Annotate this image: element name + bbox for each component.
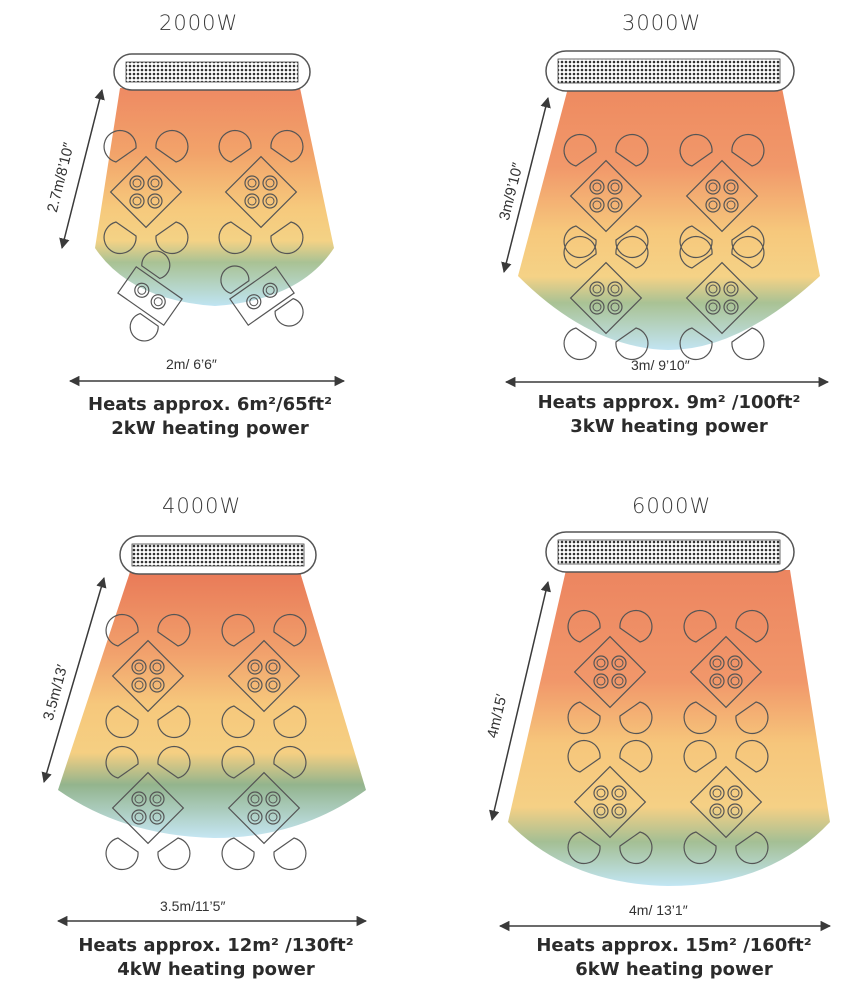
panel-title-2000w: 2000W <box>159 11 239 35</box>
width-label-2000w: 2m/ 6’6″ <box>166 356 217 372</box>
caption-power-2000w: 2kW heating power <box>111 418 309 439</box>
panel-title-3000w: 3000W <box>622 11 702 35</box>
caption-power-6000w: 6kW heating power <box>575 959 773 980</box>
height-arrow-3000w <box>501 96 551 274</box>
heat-zone-3000w <box>518 88 820 350</box>
width-label-6000w: 4m/ 13’1″ <box>629 902 688 918</box>
caption-area-4000w: Heats approx. 12m² /130ft² <box>78 935 354 956</box>
caption-4000w: Heats approx. 12m² /130ft² 4kW heating p… <box>36 934 396 982</box>
panel-3000w <box>501 50 830 388</box>
panel-title-4000w: 4000W <box>162 494 242 518</box>
width-label-4000w: 3.5m/11’5″ <box>160 898 226 914</box>
height-arrow-4000w <box>41 576 107 784</box>
width-label-3000w: 3m/ 9’10″ <box>631 357 690 373</box>
caption-power-3000w: 3kW heating power <box>570 416 768 437</box>
caption-6000w: Heats approx. 15m² /160ft² 6kW heating p… <box>494 934 854 982</box>
caption-area-3000w: Heats approx. 9m² /100ft² <box>537 392 801 413</box>
heat-zone-4000w <box>58 572 366 838</box>
panel-4000w <box>41 535 368 927</box>
heat-zone-6000w <box>508 570 830 886</box>
caption-2000w: Heats approx. 6m²/65ft² 2kW heating powe… <box>40 393 380 441</box>
caption-area-2000w: Heats approx. 6m²/65ft² <box>88 394 332 415</box>
caption-power-4000w: 4kW heating power <box>117 959 315 980</box>
caption-3000w: Heats approx. 9m² /100ft² 3kW heating po… <box>494 391 844 439</box>
height-arrow-2000w <box>59 88 105 250</box>
panel-title-6000w: 6000W <box>632 494 712 518</box>
panel-2000w <box>59 53 346 387</box>
panel-6000w <box>489 531 832 932</box>
height-arrow-6000w <box>489 580 551 822</box>
caption-area-6000w: Heats approx. 15m² /160ft² <box>536 935 812 956</box>
